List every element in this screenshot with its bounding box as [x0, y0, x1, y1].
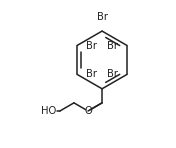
Text: O: O — [84, 106, 92, 116]
Text: Br: Br — [97, 12, 108, 22]
Text: Br: Br — [86, 69, 97, 79]
Text: Br: Br — [107, 41, 118, 50]
Text: Br: Br — [107, 69, 118, 79]
Text: HO: HO — [41, 106, 56, 116]
Text: Br: Br — [86, 41, 97, 50]
